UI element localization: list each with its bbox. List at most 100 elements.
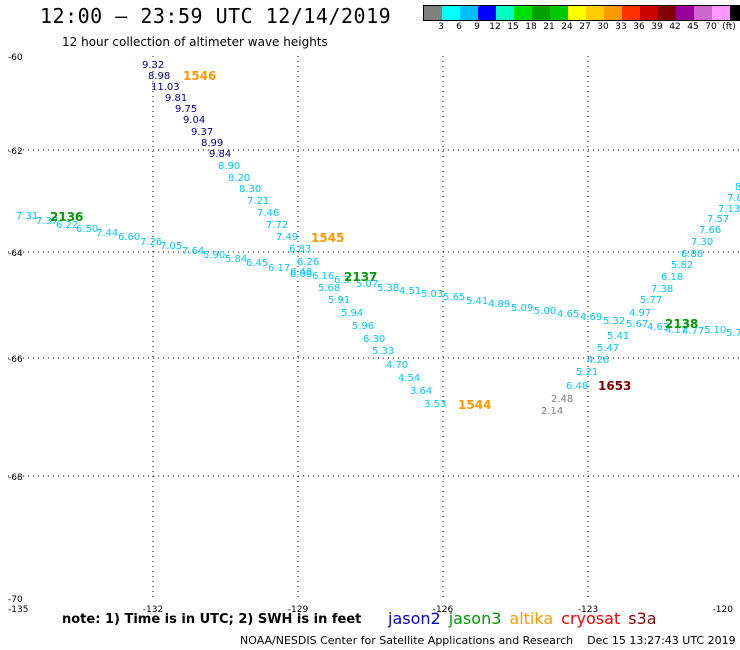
wave-height-value: 5.90 (203, 250, 225, 261)
wave-height-value: 2.14 (541, 406, 563, 417)
wave-height-value: 5.82 (671, 260, 693, 271)
wave-height-value: 5.07 (356, 279, 378, 290)
legend-labels: 3 6 9 12 15 18 21 24 27 30 33 36 39 42 45 70 (ft) (423, 21, 740, 33)
wave-height-value: 8.90 (218, 161, 240, 172)
legend-swatch (496, 6, 514, 20)
wave-height-value: 5.96 (352, 321, 374, 332)
wave-height-value: 9.84 (209, 149, 231, 160)
wave-height-value: 4.65 (557, 309, 579, 320)
pass-time-label: 1653 (598, 379, 631, 393)
legend-swatch (568, 6, 586, 20)
latitude-tick-label: -66 (8, 355, 23, 365)
legend-label: 24 (561, 22, 573, 32)
wave-height-value: 7.13 (718, 204, 740, 215)
wave-height-value: 11.03 (151, 82, 180, 93)
wave-height-value: 2.48 (551, 394, 573, 405)
satellite-name: jason3 (448, 609, 502, 628)
wave-height-value: 5.67 (626, 319, 648, 330)
legend-swatch (514, 6, 532, 20)
axis-ticks: -60 -62 -64 -66 -68 -70-135 -132 -129 -126 -123 -1… (8, 53, 733, 615)
legend-swatch (730, 6, 740, 20)
wave-height-value: 6.48 (290, 267, 312, 278)
wave-height-value: 5.00 (534, 306, 556, 317)
longitude-tick-label: -123 (578, 605, 598, 615)
wave-height-value: 5.65 (443, 292, 465, 303)
longitude-tick-label: -120 (713, 605, 734, 615)
wave-height-value: 6.88 (681, 249, 703, 260)
wave-height-value: 7.46 (257, 208, 279, 219)
wave-height-value: 7.57 (707, 214, 729, 225)
longitude-tick-label: -126 (433, 605, 454, 615)
wave-height-value: 9.04 (183, 115, 205, 126)
wave-height-value: 9.37 (191, 127, 213, 138)
wave-height-value: 7.49 (276, 232, 298, 243)
wave-height-value: 4.70 (386, 360, 408, 371)
wave-height-value: 5.10 (704, 325, 726, 336)
wave-height-value: 6.83 (289, 244, 311, 255)
map-title: 12:00 – 23:59 UTC 12/14/2019 (40, 4, 392, 28)
wave-height-value: 4.89 (488, 299, 510, 310)
legend-label: 12 (489, 22, 501, 32)
latitude-tick-label: -64 (8, 249, 23, 259)
wave-height-value: 5.47 (597, 343, 619, 354)
legend-swatch (640, 6, 658, 20)
track-values: 9.328.9811.039.819.759.049.378.999.848.9… (16, 60, 740, 417)
legend-label: 15 (507, 22, 519, 32)
satellite-name: cryosat (561, 609, 621, 628)
latitude-tick-label: -68 (8, 473, 23, 483)
wave-height-value: 6.3 (334, 275, 350, 286)
legend-label: 39 (651, 22, 663, 32)
attribution-footer: NOAA/NESDIS Center for Satellite Applica… (240, 634, 736, 647)
wave-height-value: 7.37 (36, 216, 58, 227)
longitude-tick-label: -132 (143, 605, 163, 615)
wave-height-value: 7.38 (651, 284, 673, 295)
wave-height-value: 4.97 (629, 308, 651, 319)
wave-height-value: 8.20 (228, 173, 250, 184)
pass-time-label: 1544 (458, 398, 491, 412)
wave-height-value: 4.26 (587, 355, 609, 366)
pass-time-label: 2137 (344, 270, 377, 284)
wave-height-value: 6.30 (363, 334, 385, 345)
legend-swatch (586, 6, 604, 20)
wave-height-value: 7.8 (727, 193, 740, 204)
wave-height-value: 8.98 (148, 71, 170, 82)
wave-height-value: 6.08 (290, 269, 312, 280)
color-legend: 3 6 9 12 15 18 21 24 27 30 33 36 39 42 45 70 (ft) (423, 5, 740, 33)
wave-height-value: 3.53 (424, 399, 446, 410)
map-grid (8, 56, 740, 600)
wave-height-value: 7.44 (96, 228, 118, 239)
wave-height-value: 6.18 (661, 272, 683, 283)
legend-label: 27 (579, 22, 591, 32)
wave-height-value: 5.21 (576, 367, 598, 378)
wave-height-value: 6.26 (297, 257, 319, 268)
legend-swatch (622, 6, 640, 20)
legend-swatch (550, 6, 568, 20)
legend-swatch (424, 6, 442, 20)
wave-height-value: 3.64 (410, 386, 432, 397)
legend-label: 3 (438, 22, 444, 32)
legend-swatch (478, 6, 496, 20)
wave-height-value: 7.66 (699, 225, 721, 236)
wave-height-value: 8.30 (239, 184, 261, 195)
satellite-name: altika (509, 609, 554, 628)
legend-label: 42 (669, 22, 681, 32)
legend-color-bar (423, 5, 740, 21)
legend-label: 30 (597, 22, 609, 32)
pass-time-label: 1546 (183, 69, 216, 83)
wave-height-value: 6.22 (56, 220, 78, 231)
wave-height-value: 5.7 (726, 328, 740, 339)
latitude-tick-label: -62 (8, 147, 23, 157)
wave-height-value: 8.99 (201, 138, 223, 149)
wave-height-value: 5.84 (225, 254, 247, 265)
wave-height-value: 9.32 (142, 60, 164, 71)
legend-swatch (694, 6, 712, 20)
wave-height-value: 5.77 (640, 295, 662, 306)
map-subtitle: 12 hour collection of altimeter wave hei… (62, 35, 328, 49)
wave-height-value: 8 (735, 182, 740, 193)
wave-height-value: 4.77 (682, 326, 704, 337)
wave-height-value: 7.30 (691, 237, 713, 248)
latitude-tick-label: -60 (8, 53, 23, 63)
legend-label: 21 (543, 22, 555, 32)
satellite-legend: jason2 jason3 altika cryosat s3a (388, 609, 665, 628)
